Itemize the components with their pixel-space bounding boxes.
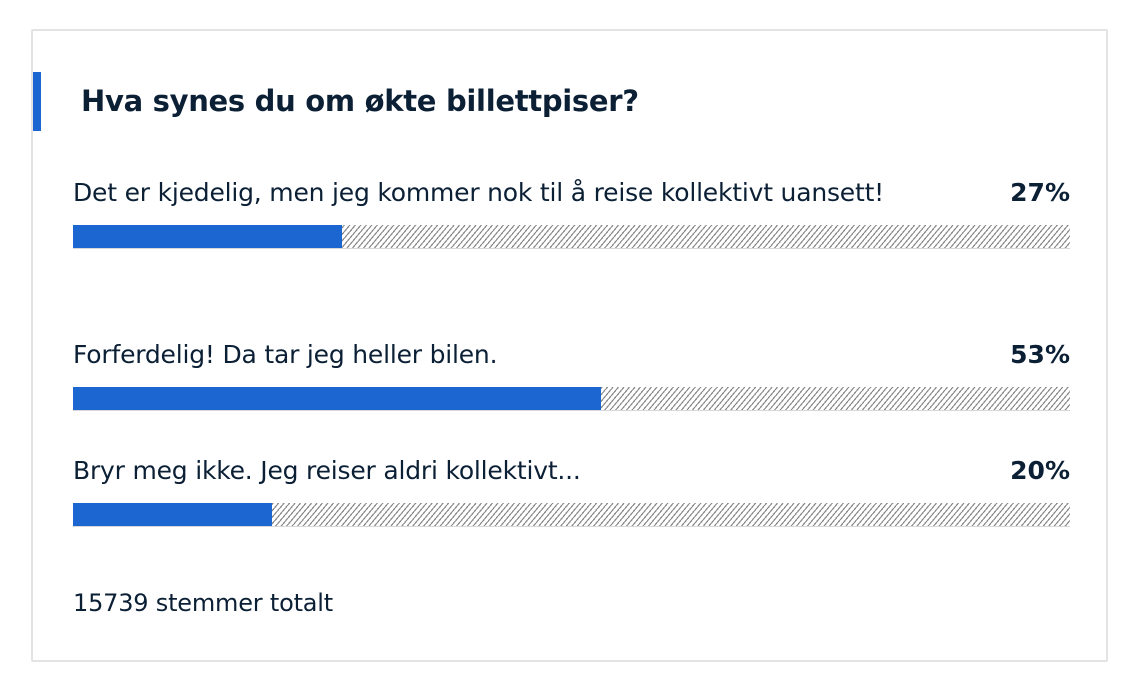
poll-option-percent: 53% <box>1010 340 1070 369</box>
poll-title: Hva synes du om økte billettpiser? <box>81 84 639 118</box>
poll-option-header: Det er kjedelig, men jeg kommer nok til … <box>73 172 1070 214</box>
poll-result-bar <box>73 225 1070 249</box>
title-accent-bar <box>33 72 41 131</box>
poll-card: Hva synes du om økte billettpiser? Det e… <box>31 29 1108 662</box>
poll-option[interactable]: Forferdelig! Da tar jeg heller bilen. 53… <box>73 334 1070 411</box>
poll-option-label: Forferdelig! Da tar jeg heller bilen. <box>73 340 498 369</box>
poll-result-fill <box>73 387 602 410</box>
total-votes: 15739 stemmer totalt <box>73 589 333 617</box>
poll-option-percent: 20% <box>1010 456 1070 485</box>
poll-option-label: Bryr meg ikke. Jeg reiser aldri kollekti… <box>73 456 581 485</box>
poll-result-fill <box>73 503 273 526</box>
poll-option-percent: 27% <box>1010 178 1070 207</box>
poll-option[interactable]: Bryr meg ikke. Jeg reiser aldri kollekti… <box>73 450 1070 527</box>
poll-result-bar <box>73 387 1070 411</box>
poll-option-label: Det er kjedelig, men jeg kommer nok til … <box>73 178 885 207</box>
poll-option-header: Forferdelig! Da tar jeg heller bilen. 53… <box>73 334 1070 376</box>
poll-result-bar <box>73 503 1070 527</box>
poll-option-header: Bryr meg ikke. Jeg reiser aldri kollekti… <box>73 450 1070 492</box>
poll-option[interactable]: Det er kjedelig, men jeg kommer nok til … <box>73 172 1070 249</box>
poll-result-fill <box>73 225 343 248</box>
